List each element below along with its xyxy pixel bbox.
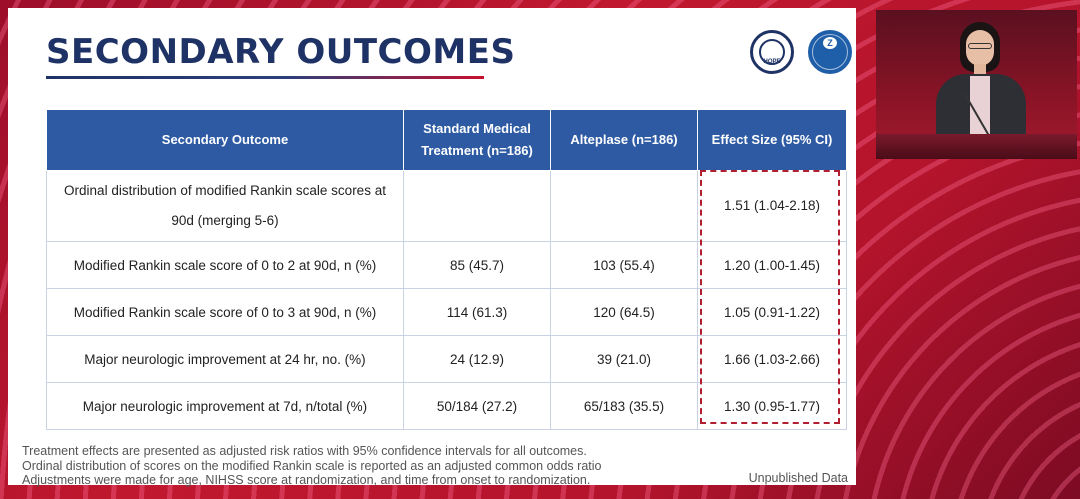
header-secondary-outcome: Secondary Outcome [46, 109, 404, 171]
outcome-cell: Major neurologic improvement at 7d, n/to… [46, 382, 404, 430]
outcome-cell: Ordinal distribution of modified Rankin … [46, 170, 404, 242]
hope-logo: HOPE [750, 30, 794, 74]
unpublished-data-label: Unpublished Data [748, 471, 848, 485]
effect-cell: 1.05 (0.91-1.22) [697, 288, 847, 336]
table-row: Ordinal distribution of modified Rankin … [46, 170, 847, 242]
smt-cell: 85 (45.7) [403, 241, 551, 289]
outcomes-table: Secondary Outcome Standard Medical Treat… [46, 109, 847, 430]
alteplase-cell: 103 (55.4) [550, 241, 698, 289]
alteplase-cell: 39 (21.0) [550, 335, 698, 383]
smt-cell: 50/184 (27.2) [403, 382, 551, 430]
effect-cell: 1.51 (1.04-2.18) [697, 170, 847, 242]
smt-cell: 24 (12.9) [403, 335, 551, 383]
hospital-ring-icon [812, 34, 848, 70]
header-standard-medical-treatment: Standard Medical Treatment (n=186) [403, 109, 551, 171]
speaker-video [876, 10, 1077, 159]
outcome-cell: Modified Rankin scale score of 0 to 3 at… [46, 288, 404, 336]
alteplase-cell: 120 (64.5) [550, 288, 698, 336]
effect-cell: 1.20 (1.00-1.45) [697, 241, 847, 289]
smt-cell: 114 (61.3) [403, 288, 551, 336]
header-effect-size: Effect Size (95% CI) [697, 109, 847, 171]
slide-title: SECONDARY OUTCOMES [46, 32, 516, 72]
effect-size-highlight-box [700, 170, 840, 424]
table-header-row: Secondary Outcome Standard Medical Treat… [46, 109, 847, 171]
footnotes: Treatment effects are presented as adjus… [22, 444, 662, 488]
alteplase-cell: 65/183 (35.5) [550, 382, 698, 430]
footnote-line: Treatment effects are presented as adjus… [22, 444, 587, 458]
smt-cell [403, 170, 551, 242]
alteplase-cell [550, 170, 698, 242]
footnote-line: Adjustments were made for age, NIHSS sco… [22, 473, 591, 487]
hospital-logo: Z [808, 30, 852, 74]
outcome-cell: Major neurologic improvement at 24 hr, n… [46, 335, 404, 383]
hope-logo-text: HOPE [763, 59, 781, 65]
table-row: Modified Rankin scale score of 0 to 2 at… [46, 241, 847, 289]
effect-cell: 1.66 (1.03-2.66) [697, 335, 847, 383]
hospital-emblem-icon: Z [823, 37, 837, 49]
table-row: Major neurologic improvement at 24 hr, n… [46, 335, 847, 383]
slide: SECONDARY OUTCOMES HOPE Z Secondary Outc… [8, 8, 856, 488]
hope-emblem-icon [759, 39, 785, 65]
outcome-cell: Modified Rankin scale score of 0 to 2 at… [46, 241, 404, 289]
podium [876, 134, 1077, 159]
title-underline [46, 76, 484, 79]
table-row: Modified Rankin scale score of 0 to 3 at… [46, 288, 847, 336]
footnote-line: Ordinal distribution of scores on the mo… [22, 458, 602, 473]
table-row: Major neurologic improvement at 7d, n/to… [46, 382, 847, 430]
glasses-icon [968, 43, 992, 49]
speaker-shirt [970, 76, 990, 136]
header-alteplase: Alteplase (n=186) [550, 109, 698, 171]
